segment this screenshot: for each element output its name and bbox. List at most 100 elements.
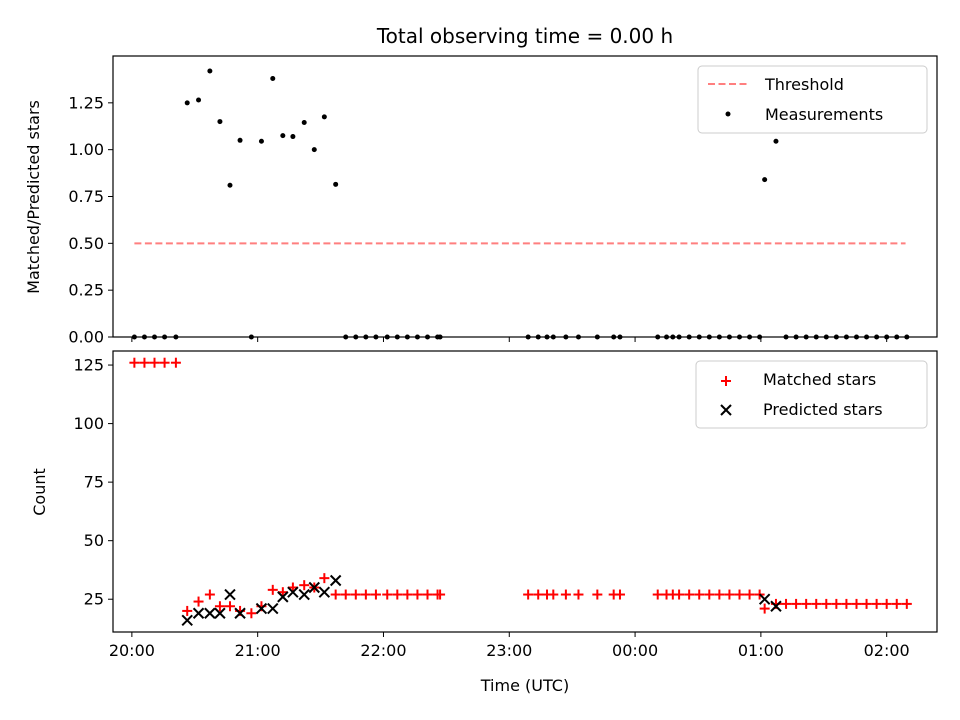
top-y-tick-label: 0.75 — [68, 187, 104, 206]
matched-stars-point — [614, 589, 625, 600]
matched-stars-point — [573, 589, 584, 600]
measurements-point — [270, 75, 276, 81]
matched-stars-point — [214, 601, 225, 612]
matched-stars-point — [841, 598, 852, 609]
bottom-y-tick-label: 50 — [84, 531, 104, 550]
matched-stars-point — [392, 589, 403, 600]
matched-stars-point — [330, 589, 341, 600]
top-x-ticks — [131, 337, 888, 342]
matched-stars-point — [267, 584, 278, 595]
matched-stars-point — [319, 573, 330, 584]
matched-stars-point — [592, 589, 603, 600]
predicted-stars-point — [770, 600, 782, 612]
matched-stars-point — [851, 598, 862, 609]
matched-stars-point — [370, 589, 381, 600]
matched-stars-point — [714, 589, 725, 600]
measurements-point — [258, 138, 264, 144]
predicted-stars-point — [181, 614, 193, 626]
matched-stars-point — [139, 357, 150, 368]
bottom-axes-frame — [112, 350, 938, 633]
predicted-stars-point — [267, 602, 279, 615]
measurements-point — [217, 119, 223, 125]
x-tick-label: 21:00 — [235, 641, 281, 660]
measurements-point — [762, 177, 768, 183]
matched-stars-point — [734, 589, 745, 600]
matched-stars-point — [129, 357, 140, 368]
matched-stars-point — [704, 589, 715, 600]
bottom-panel: 25 50 75 100 125 20:00 21:00 22:00 23:00 00:00 01… — [30, 350, 938, 695]
matched-stars-point — [652, 589, 663, 600]
matched-stars-point — [684, 589, 695, 600]
matched-stars-point — [881, 598, 892, 609]
top-legend: Threshold Measurements — [697, 65, 928, 134]
matched-stars-point — [871, 598, 882, 609]
bottom-plot-area — [129, 357, 912, 626]
matched-stars-point — [674, 589, 685, 600]
matched-stars-point — [560, 589, 571, 600]
x-tick-label: 00:00 — [612, 641, 658, 660]
predicted-stars-point — [287, 586, 299, 598]
legend-matched-label: Matched stars — [763, 370, 876, 389]
legend-measurements-swatch — [725, 111, 731, 117]
top-legend-box — [697, 65, 928, 134]
matched-stars-point — [159, 357, 170, 368]
matched-stars-point — [246, 608, 257, 619]
measurements-point — [196, 97, 202, 103]
x-tick-label: 01:00 — [738, 641, 784, 660]
matched-stars-point — [204, 589, 215, 600]
matched-stars-point — [382, 589, 393, 600]
predicted-stars-point — [234, 607, 246, 619]
matched-stars-point — [170, 357, 181, 368]
matched-stars-point — [744, 589, 755, 600]
legend-matched-swatch — [721, 376, 731, 386]
matched-stars-point — [360, 589, 371, 600]
matched-stars-point — [791, 598, 802, 609]
legend-measurements-label: Measurements — [765, 105, 883, 124]
bottom-y-ticks: 25 50 75 100 125 — [73, 356, 113, 609]
measurements-point — [227, 182, 233, 188]
x-tick-label: 22:00 — [360, 641, 406, 660]
predicted-stars-point — [204, 607, 216, 619]
matched-stars-point — [811, 598, 822, 609]
matched-stars-point — [861, 598, 872, 609]
matched-stars-point — [548, 589, 559, 600]
predicted-stars-point — [255, 602, 268, 615]
predicted-stars-point — [224, 588, 236, 601]
legend-predicted-label: Predicted stars — [763, 400, 883, 419]
measurements-point — [207, 68, 213, 74]
measurements-point — [301, 120, 307, 126]
top-panel: 0.00 0.25 0.50 0.75 1.00 1.25 Matched/Predict… — [24, 55, 938, 347]
top-y-tick-label: 1.25 — [68, 93, 104, 112]
measurements-point — [773, 138, 779, 144]
matched-stars-point — [435, 589, 446, 600]
predicted-stars-point — [308, 581, 320, 594]
x-axis-label: Time (UTC) — [480, 676, 569, 695]
legend-predicted-swatch — [720, 404, 732, 416]
matched-stars-point — [781, 598, 792, 609]
matched-stars-point — [523, 589, 534, 600]
matched-stars-point — [759, 603, 770, 614]
bottom-x-ticks: 20:00 21:00 22:00 23:00 00:00 01:00 02:00 — [109, 632, 910, 660]
predicted-stars-point — [298, 588, 310, 601]
measurements-point — [290, 134, 296, 140]
measurements-point — [321, 114, 327, 120]
predicted-stars-point — [214, 607, 226, 619]
measurements-point — [237, 137, 243, 143]
matched-stars-point — [340, 589, 351, 600]
matched-stars-point — [149, 357, 160, 368]
x-tick-label: 23:00 — [486, 641, 532, 660]
matched-stars-point — [422, 589, 433, 600]
matched-stars-point — [891, 598, 902, 609]
matched-stars-point — [901, 598, 912, 609]
top-y-axis-label: Matched/Predicted stars — [24, 100, 43, 294]
predicted-stars-point — [192, 607, 205, 619]
bottom-y-tick-label: 75 — [84, 473, 104, 492]
matched-stars-point — [694, 589, 705, 600]
bottom-legend: Matched stars Predicted stars — [695, 360, 928, 429]
top-y-tick-label: 0.00 — [68, 328, 104, 347]
top-y-tick-label: 0.25 — [68, 281, 104, 300]
bottom-y-tick-label: 25 — [84, 590, 104, 609]
predicted-stars-point — [318, 586, 331, 598]
top-y-tick-label: 1.00 — [68, 140, 104, 159]
